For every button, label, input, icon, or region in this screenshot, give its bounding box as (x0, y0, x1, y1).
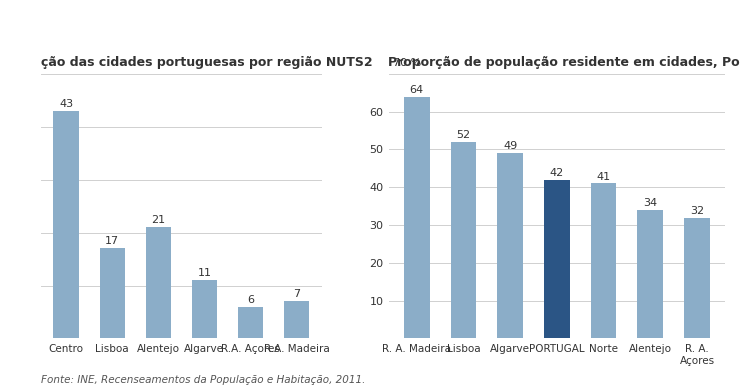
Text: 11: 11 (198, 268, 212, 278)
Text: 64: 64 (410, 85, 424, 95)
Bar (544, 180, 570, 338)
Bar (591, 184, 616, 338)
Bar (283, 301, 309, 338)
Text: ção das cidades portuguesas por região NUTS2: ção das cidades portuguesas por região N… (41, 56, 372, 68)
Bar (53, 111, 79, 338)
Text: Fonte: INE, Recenseamentos da População e Habitação, 2011.: Fonte: INE, Recenseamentos da População … (41, 375, 365, 385)
Text: 21: 21 (151, 215, 165, 225)
Text: 70 %: 70 % (393, 58, 422, 68)
Bar (192, 280, 217, 338)
Bar (404, 96, 429, 338)
Text: 17: 17 (105, 237, 119, 246)
Text: 34: 34 (643, 198, 657, 208)
Text: 32: 32 (690, 206, 704, 216)
Text: Proporção de população residente em cidades, Portu: Proporção de população residente em cida… (388, 56, 740, 68)
Text: 49: 49 (503, 141, 517, 151)
Bar (637, 210, 663, 338)
Text: 7: 7 (293, 289, 300, 299)
Bar (497, 153, 523, 338)
Text: 43: 43 (59, 99, 73, 109)
Bar (100, 249, 125, 338)
Bar (238, 307, 263, 338)
Text: 52: 52 (457, 130, 471, 140)
Text: 41: 41 (596, 172, 610, 182)
Text: 6: 6 (247, 294, 254, 305)
Text: 42: 42 (550, 168, 564, 178)
Bar (146, 227, 171, 338)
Bar (684, 217, 710, 338)
Bar (451, 142, 477, 338)
